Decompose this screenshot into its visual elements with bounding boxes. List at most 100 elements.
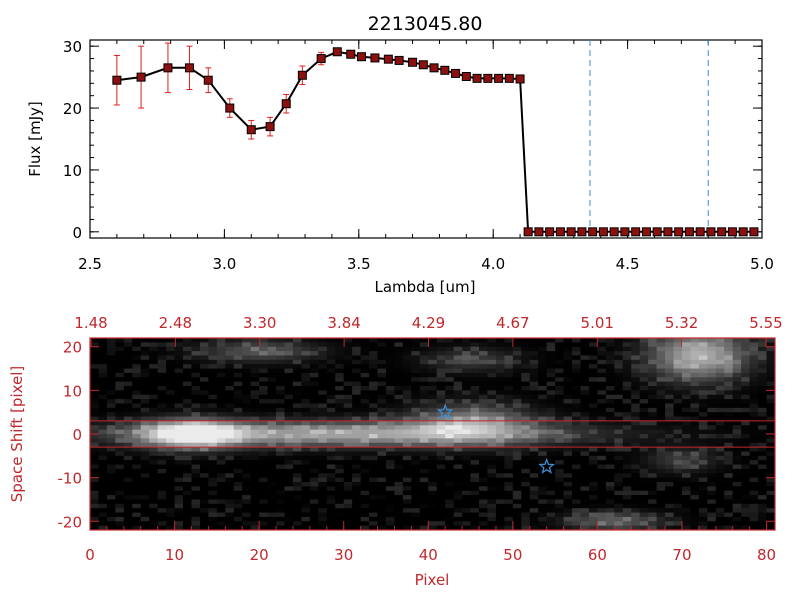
image-pixel xyxy=(106,438,116,444)
image-pixel xyxy=(174,464,184,470)
image-pixel xyxy=(394,499,404,505)
image-pixel xyxy=(445,403,455,409)
image-pixel xyxy=(402,372,412,378)
image-pixel xyxy=(572,346,581,352)
image-pixel xyxy=(428,346,438,352)
image-pixel xyxy=(690,512,700,518)
image-pixel xyxy=(512,442,522,448)
image-pixel xyxy=(546,512,556,518)
image-pixel xyxy=(698,477,708,483)
image-pixel xyxy=(673,377,683,383)
image-pixel xyxy=(360,495,370,500)
image-pixel xyxy=(715,503,725,509)
image-pixel xyxy=(732,390,742,396)
image-pixel xyxy=(419,420,429,426)
image-pixel xyxy=(741,386,751,391)
image-pixel xyxy=(698,429,708,435)
image-pixel xyxy=(639,377,649,383)
image-pixel xyxy=(563,364,573,370)
image-pixel xyxy=(216,447,226,452)
image-pixel xyxy=(115,447,125,452)
image-pixel xyxy=(521,460,531,466)
image-pixel xyxy=(216,394,226,400)
image-pixel xyxy=(352,525,362,531)
image-pixel xyxy=(470,503,480,509)
image-pixel xyxy=(749,464,759,470)
image-pixel xyxy=(216,508,226,514)
image-pixel xyxy=(563,386,573,391)
image-pixel xyxy=(665,429,675,435)
image-pixel xyxy=(622,416,632,422)
image-pixel xyxy=(698,390,708,396)
image-pixel xyxy=(174,351,184,356)
image-pixel xyxy=(597,351,607,356)
image-pixel xyxy=(588,455,598,461)
image-pixel xyxy=(309,438,319,444)
image-top-tick-label: 4.29 xyxy=(412,314,445,332)
image-pixel xyxy=(631,468,641,474)
image-pixel xyxy=(377,342,387,348)
image-pixel xyxy=(106,355,116,361)
image-pixel xyxy=(106,434,116,439)
image-pixel xyxy=(174,403,184,409)
image-pixel xyxy=(183,482,192,487)
y-tick-label: 0 xyxy=(72,224,82,242)
image-pixel xyxy=(681,464,691,470)
image-pixel xyxy=(436,342,446,348)
image-pixel xyxy=(690,434,700,439)
image-pixel xyxy=(208,451,218,457)
image-pixel xyxy=(394,451,404,457)
image-pixel xyxy=(529,342,539,348)
image-pixel xyxy=(546,473,556,479)
image-pixel xyxy=(402,460,412,466)
image-pixel xyxy=(191,495,201,500)
image-pixel xyxy=(555,412,565,418)
image-pixel xyxy=(665,486,675,492)
image-pixel xyxy=(360,355,370,361)
image-pixel xyxy=(656,477,666,483)
image-pixel xyxy=(732,516,742,522)
image-pixel xyxy=(377,425,387,431)
image-pixel xyxy=(166,429,176,435)
image-pixel xyxy=(140,399,150,404)
image-pixel xyxy=(749,447,759,452)
image-pixel xyxy=(98,342,108,348)
image-pixel xyxy=(707,368,717,374)
image-pixel xyxy=(479,464,488,470)
image-pixel xyxy=(580,394,590,400)
image-pixel xyxy=(318,521,328,527)
image-pixel xyxy=(377,438,387,444)
image-pixel xyxy=(157,359,167,365)
image-pixel xyxy=(436,399,446,404)
image-pixel xyxy=(495,351,505,356)
image-pixel xyxy=(157,521,167,527)
image-pixel xyxy=(529,399,539,404)
image-pixel xyxy=(318,420,328,426)
image-pixel xyxy=(715,512,725,518)
image-pixel xyxy=(115,342,125,348)
image-pixel xyxy=(445,495,455,500)
image-pixel xyxy=(301,359,311,365)
image-pixel xyxy=(741,425,751,431)
image-pixel xyxy=(529,512,539,518)
image-pixel xyxy=(741,368,751,374)
image-pixel xyxy=(707,377,717,383)
spectrum-plot-frame xyxy=(89,39,763,239)
image-pixel xyxy=(631,438,641,444)
image-pixel xyxy=(639,460,649,466)
image-pixel xyxy=(233,473,243,479)
image-pixel xyxy=(326,351,336,356)
image-pixel xyxy=(681,377,691,383)
image-pixel xyxy=(157,403,167,409)
image-pixel xyxy=(369,377,379,383)
image-pixel xyxy=(546,521,556,527)
image-pixel xyxy=(242,447,252,452)
image-pixel xyxy=(199,455,209,461)
image-pixel xyxy=(90,516,99,522)
data-point xyxy=(203,75,213,85)
image-pixel xyxy=(732,442,742,448)
image-pixel xyxy=(563,442,573,448)
image-pixel xyxy=(529,468,539,474)
image-pixel xyxy=(605,468,615,474)
image-pixel xyxy=(123,442,133,448)
